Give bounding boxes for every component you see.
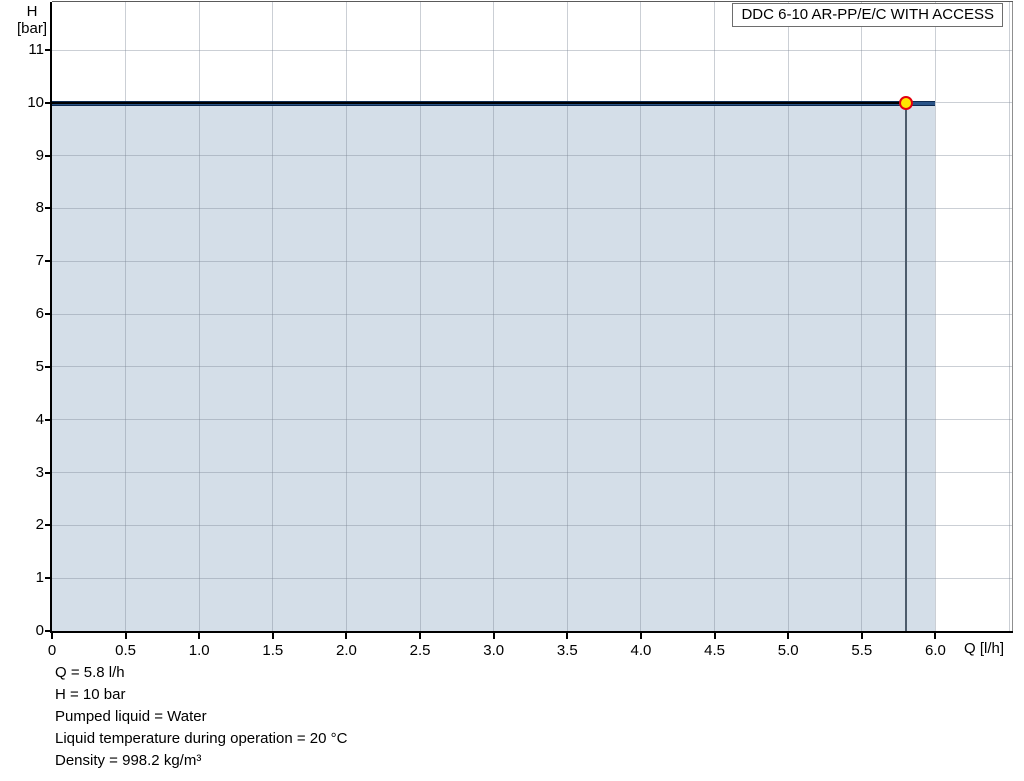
plot-area: 0 0.5 1.0 1.5 2.0 2.5 3.0 3.5 4.0 4.5 5.0 5.5 6.0 0 1 2… [27,2,1012,659]
x-tick-mark [639,633,642,639]
curve-title-box: DDC 6-10 AR-PP/E/C WITH ACCESS [732,3,1003,27]
duty-point-vertical-line [904,102,907,631]
curve-title-label: DDC 6-10 AR-PP/E/C WITH ACCESS [741,6,994,23]
info-line-temperature: Liquid temperature during operation = 20… [55,730,348,747]
x-gridline [861,2,863,631]
y-gridline [52,577,1012,579]
y-tick-label: 5 [35,357,44,375]
y-tick-mark [45,418,52,421]
x-gridline [493,2,495,631]
y-gridline [52,207,1012,209]
x-tick-mark [419,633,422,639]
y-gridline [52,419,1012,421]
x-tick-label: 5.0 [777,642,799,659]
x-gridline [125,2,127,631]
x-tick-mark [51,633,53,639]
x-tick-mark [860,633,863,639]
y-tick-label: 9 [35,146,44,164]
y-axis-label: H [bar] [16,3,47,37]
x-tick-mark [345,633,348,639]
x-tick-label: 3.0 [483,642,505,659]
x-gridline [272,2,274,631]
y-tick-label: 0 [35,622,44,639]
x-tick-label: 4.0 [630,642,652,659]
y-tick-label: 3 [35,463,44,481]
x-tick-label: 1.5 [262,642,284,659]
x-tick-mark [271,633,274,639]
x-gridline [787,2,789,631]
y-tick-label: 10 [27,93,44,111]
x-tick-label: 4.5 [704,642,725,659]
x-gridline [345,2,347,631]
x-axis-label: Q [l/h] [964,640,1005,657]
x-tick-mark [566,633,569,639]
duty-info-panel: Q = 5.8 l/h H = 10 bar Pumped liquid = W… [55,662,347,772]
duty-point-marker[interactable] [898,95,913,110]
y-tick-label: 8 [35,199,44,217]
y-gridline [52,472,1012,474]
x-gridline [934,2,936,631]
y-tick-label: 11 [28,41,44,59]
y-tick-mark [45,630,52,632]
x-axis-line [50,631,1013,633]
y-tick-label: 6 [35,305,44,323]
x-tick-mark [787,633,790,639]
y-tick-label: 4 [35,410,44,428]
y-tick-mark [45,524,52,527]
y-gridline [52,155,1012,157]
curve-area-fill [52,102,936,631]
y-gridline [52,49,1012,51]
y-tick-mark [45,207,52,210]
plot-border-right [1012,2,1013,631]
x-tick-label: 3.5 [556,642,578,659]
y-tick-mark [45,154,52,157]
x-gridline [640,2,642,631]
x-gridline [198,2,200,631]
x-gridline [566,2,568,631]
x-gridline [714,2,716,631]
x-gridline [419,2,421,631]
x-tick-mark [198,633,201,639]
y-gridline [52,260,1012,262]
x-tick-label: 0 [47,642,57,659]
x-tick-mark [713,633,716,639]
y-gridline [52,313,1012,315]
x-tick-label: 5.5 [851,642,873,659]
y-tick-label: 1 [35,569,44,587]
x-tick-label: 1.0 [188,642,210,659]
y-gridline [52,524,1012,526]
info-line-liquid: Pumped liquid = Water [55,708,207,725]
plot-border-top [52,1,1013,2]
duty-point-horizontal-line [52,101,906,104]
y-tick-mark [45,471,52,474]
info-line-density: Density = 998.2 kg/m³ [55,752,202,769]
y-tick-mark [45,49,52,52]
y-tick-mark [45,313,52,316]
y-tick-label: 2 [35,516,44,534]
x-tick-label: 2.0 [336,642,357,659]
y-tick-mark [45,365,52,368]
info-line-head: H = 10 bar [55,686,126,703]
y-tick-mark [45,101,52,104]
x-gridline [1008,2,1010,631]
x-tick-mark [124,633,127,639]
x-tick-label: 2.5 [409,642,431,659]
y-tick-mark [45,260,52,263]
x-tick-mark [934,633,937,639]
y-axis-line [50,2,52,633]
y-tick-label: 7 [35,252,44,270]
y-gridline [52,366,1012,368]
x-tick-mark [492,633,495,639]
info-line-flow: Q = 5.8 l/h [55,664,125,681]
x-tick-label: 6.0 [924,642,946,659]
y-tick-mark [45,577,52,580]
x-tick-label: 0.5 [115,642,137,659]
